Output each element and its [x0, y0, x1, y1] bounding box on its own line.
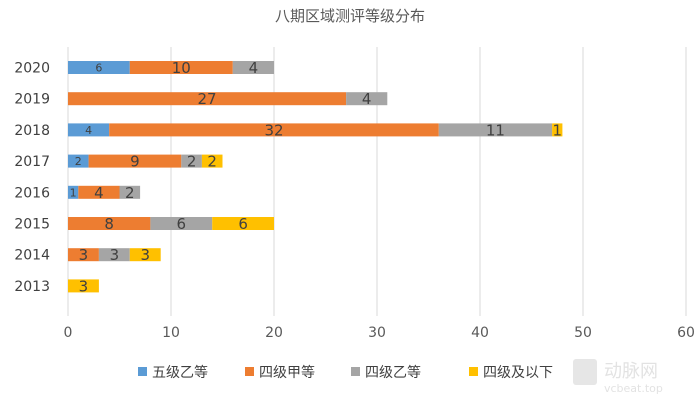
bar-segment	[78, 185, 120, 199]
y-tick-label: 2018	[14, 123, 50, 139]
gridlines	[67, 47, 687, 316]
data-label: 3	[79, 246, 89, 264]
bar-segment	[68, 92, 347, 106]
y-tick-label: 2017	[14, 154, 50, 170]
x-axis-labels: 0 10 20 30 40 50 60	[64, 325, 695, 341]
bar-segment	[150, 217, 213, 230]
bar-segment	[98, 248, 130, 262]
y-axis-labels: 2020 2019 2018 2017 2016 2015 2014 2013	[14, 61, 50, 295]
bar-segment	[68, 123, 110, 137]
bar-segment	[68, 217, 151, 230]
chart-title: 八期区域测评等级分布	[275, 7, 425, 25]
watermark-logo-icon	[573, 359, 597, 385]
x-tick-label: 20	[265, 325, 283, 341]
y-tick-label: 2020	[14, 61, 50, 77]
x-tick-label: 30	[368, 325, 386, 341]
data-label: 2	[75, 155, 82, 168]
bar-segment	[181, 154, 202, 168]
y-tick-label: 2016	[14, 185, 50, 201]
legend-item: 五级乙等	[138, 364, 208, 381]
data-label: 6	[177, 215, 187, 233]
legend-item: 四级及以下	[469, 365, 553, 381]
legend-swatch	[138, 367, 147, 376]
data-label: 3	[110, 246, 120, 264]
bar-segment	[68, 185, 79, 199]
legend: 五级乙等 四级甲等 四级乙等 四级及以下	[138, 364, 553, 381]
bar-segment	[438, 123, 553, 137]
data-label: 4	[249, 59, 259, 77]
watermark-brand: 动脉网	[604, 361, 658, 382]
data-label: 32	[264, 121, 283, 139]
data-label: 2	[207, 153, 217, 171]
data-label: 3	[140, 246, 150, 264]
bar-segment	[68, 279, 99, 293]
data-label: 10	[172, 59, 191, 77]
data-label: 4	[85, 124, 92, 137]
legend-swatch	[245, 367, 254, 376]
legend-item: 四级乙等	[351, 364, 421, 381]
legend-swatch	[469, 367, 478, 376]
y-tick-label: 2019	[14, 92, 50, 108]
x-tick-label: 60	[677, 325, 695, 341]
data-label: 1	[70, 186, 77, 199]
data-label: 6	[95, 62, 102, 75]
legend-label: 四级乙等	[365, 364, 421, 381]
bar-segment	[201, 154, 223, 168]
watermark-url: vcbeat.top	[604, 382, 663, 395]
legend-swatch	[351, 367, 360, 376]
bar-segment	[68, 61, 130, 74]
data-label: 6	[238, 215, 248, 233]
bar-segment	[119, 185, 141, 199]
y-tick-label: 2013	[14, 279, 50, 295]
x-tick-label: 40	[471, 325, 489, 341]
legend-label: 四级甲等	[259, 364, 315, 381]
bar-segment	[68, 154, 89, 168]
data-label: 27	[198, 90, 217, 108]
legend-item: 四级甲等	[245, 364, 315, 381]
data-label: 9	[130, 153, 140, 171]
bar-segment	[129, 248, 161, 262]
data-label: 8	[104, 215, 114, 233]
x-tick-label: 0	[64, 325, 73, 341]
y-tick-label: 2015	[14, 217, 50, 233]
x-tick-label: 50	[574, 325, 592, 341]
data-label: 4	[362, 90, 372, 108]
bars: 6 10 427 44 32 11 12 9 2 21 4 28 6 63 3 33	[68, 59, 563, 295]
bar-segment	[346, 92, 388, 106]
data-label: 2	[187, 153, 197, 171]
legend-label: 四级及以下	[483, 365, 553, 381]
data-label: 11	[486, 121, 505, 139]
bar-segment	[88, 154, 182, 168]
data-label: 4	[94, 184, 104, 202]
bar-segment	[212, 217, 274, 230]
y-tick-label: 2014	[14, 248, 50, 264]
bar-segment	[129, 61, 233, 74]
bar-segment	[68, 248, 99, 262]
data-label: 1	[552, 121, 562, 139]
legend-label: 五级乙等	[152, 364, 208, 381]
data-label: 3	[79, 277, 89, 295]
x-tick-label: 10	[162, 325, 180, 341]
bar-segment	[109, 123, 439, 137]
data-label: 2	[125, 184, 135, 202]
bar-segment	[232, 61, 274, 74]
watermark: 动脉网 vcbeat.top	[573, 359, 663, 395]
bar-segment	[552, 123, 563, 137]
